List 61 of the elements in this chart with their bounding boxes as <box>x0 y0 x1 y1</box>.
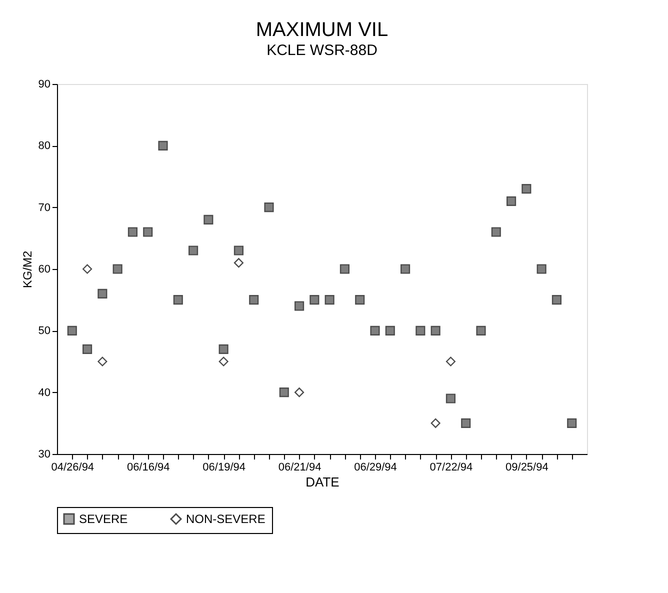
x-tick-label: 04/26/94 <box>51 462 94 474</box>
y-tick-label: 70 <box>38 202 50 214</box>
x-tick-label: 06/21/94 <box>278 462 322 474</box>
y-tick-label: 90 <box>38 78 50 90</box>
point <box>567 418 577 428</box>
point <box>188 246 198 256</box>
point <box>173 295 183 305</box>
point <box>522 184 532 194</box>
point <box>112 264 122 274</box>
point <box>370 326 380 336</box>
point <box>324 295 334 305</box>
point <box>294 388 304 398</box>
y-tick-label: 80 <box>38 140 50 152</box>
point <box>234 246 244 256</box>
y-tick-label: 50 <box>38 325 50 338</box>
point <box>416 326 426 336</box>
point <box>446 356 456 366</box>
point <box>234 258 244 268</box>
point <box>204 214 214 224</box>
point <box>536 264 546 274</box>
point <box>476 326 486 336</box>
point <box>491 227 501 237</box>
point <box>98 356 108 366</box>
point <box>218 344 228 354</box>
y-tick-label: 30 <box>38 448 50 460</box>
legend-label: SEVERE <box>79 512 128 526</box>
point <box>400 264 410 274</box>
point <box>218 356 228 366</box>
point <box>430 418 440 428</box>
point <box>446 394 456 404</box>
x-tick-label: 09/25/94 <box>506 462 548 474</box>
point <box>355 295 365 305</box>
point <box>249 295 259 305</box>
y-tick-label: 60 <box>38 264 50 276</box>
legend-label: NON-SEVERE <box>186 512 266 526</box>
point <box>264 202 274 212</box>
y-tick-label: 40 <box>38 386 50 399</box>
point <box>98 288 108 298</box>
x-tick-label: 06/29/94 <box>354 462 397 474</box>
point <box>82 344 92 354</box>
x-tick-label: 07/22/94 <box>430 462 473 474</box>
point <box>82 264 92 274</box>
chart-subtitle: KCLE WSR-88D <box>266 42 378 59</box>
point <box>67 326 77 336</box>
x-tick-label: 06/16/94 <box>126 462 170 474</box>
point <box>430 326 440 336</box>
point <box>310 295 320 305</box>
point <box>340 264 350 274</box>
x-axis-title: DATE <box>306 474 340 490</box>
point <box>506 196 516 206</box>
chart-title: MAXIMUM VIL <box>256 19 388 41</box>
point <box>461 418 471 428</box>
point <box>385 326 395 336</box>
y-axis-title: KG/M2 <box>20 250 34 288</box>
point <box>128 227 138 237</box>
point <box>143 227 153 237</box>
point <box>158 140 168 150</box>
point <box>552 295 562 305</box>
x-tick-label: 06/19/94 <box>202 462 246 474</box>
point <box>279 388 289 398</box>
point <box>294 301 304 311</box>
